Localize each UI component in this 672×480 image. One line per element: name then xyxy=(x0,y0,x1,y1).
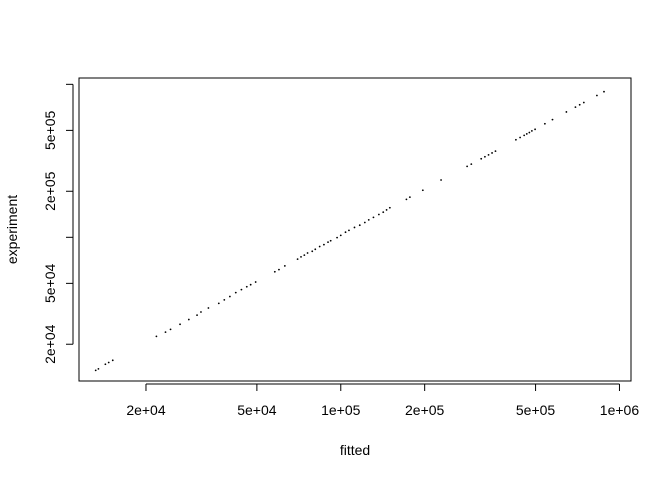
data-point xyxy=(300,255,302,258)
data-point xyxy=(240,288,243,291)
data-point xyxy=(528,131,531,134)
data-point xyxy=(385,209,388,211)
x-tick-label: 2e+04 xyxy=(126,402,166,418)
data-point xyxy=(104,363,107,366)
data-point xyxy=(200,311,202,313)
data-point xyxy=(207,307,210,309)
x-tick-label: 2e+05 xyxy=(405,402,445,418)
y-tick-label: 2e+04 xyxy=(42,324,58,364)
data-point xyxy=(534,128,536,131)
data-point xyxy=(249,283,252,286)
data-point xyxy=(551,118,554,121)
data-point xyxy=(382,211,385,214)
data-point xyxy=(596,94,598,97)
data-point xyxy=(466,165,469,168)
data-point xyxy=(228,295,231,298)
data-point xyxy=(107,361,110,364)
data-point xyxy=(523,134,526,137)
data-point xyxy=(283,265,286,267)
data-point xyxy=(421,189,424,192)
data-point xyxy=(217,302,220,305)
x-tick-label: 1e+06 xyxy=(600,402,640,418)
y-tick-label: 5e+04 xyxy=(42,263,58,303)
data-point xyxy=(578,103,581,106)
x-axis-title: fitted xyxy=(340,442,370,458)
data-point xyxy=(296,258,299,261)
data-point xyxy=(543,122,546,125)
data-point xyxy=(440,179,442,181)
data-point xyxy=(327,241,329,244)
data-points xyxy=(94,90,605,372)
x-tick-label: 5e+05 xyxy=(516,402,556,418)
data-point xyxy=(254,281,257,283)
data-point xyxy=(245,285,248,288)
data-point xyxy=(329,239,332,242)
data-point xyxy=(318,245,321,248)
data-point xyxy=(582,101,585,104)
data-point xyxy=(603,90,605,93)
data-point xyxy=(348,229,350,232)
y-tick-label: 5e+05 xyxy=(42,111,58,151)
data-point xyxy=(470,163,473,166)
plot-border xyxy=(78,77,632,382)
data-point xyxy=(484,155,486,158)
data-point xyxy=(494,150,497,153)
data-point xyxy=(111,359,114,362)
data-point xyxy=(97,367,100,370)
data-point xyxy=(344,231,347,234)
data-point xyxy=(164,331,167,334)
y-axis-title: experiment xyxy=(4,195,20,264)
data-point xyxy=(519,136,521,139)
data-point xyxy=(306,252,309,254)
data-point xyxy=(487,153,490,156)
data-point xyxy=(187,318,190,321)
data-point xyxy=(155,335,158,338)
data-point xyxy=(480,157,483,160)
data-point xyxy=(336,236,338,239)
data-point xyxy=(314,248,317,251)
data-point xyxy=(372,216,375,219)
data-point xyxy=(234,291,237,294)
data-point xyxy=(353,226,356,229)
data-point xyxy=(574,106,577,108)
data-point xyxy=(311,250,314,253)
x-axis: 2e+04 5e+04 1e+05 2e+05 5e+05 1e+06 xyxy=(126,383,640,418)
data-point xyxy=(223,298,226,301)
data-point xyxy=(363,221,366,224)
data-point xyxy=(530,130,533,132)
data-point xyxy=(358,224,361,227)
data-point xyxy=(367,218,370,221)
data-point xyxy=(273,270,276,273)
data-point xyxy=(323,243,325,246)
x-tick-label: 5e+04 xyxy=(237,402,277,418)
data-point xyxy=(377,213,380,216)
data-point xyxy=(525,133,528,135)
data-point xyxy=(565,111,568,113)
data-point xyxy=(278,268,280,271)
data-point xyxy=(169,328,172,331)
data-point xyxy=(515,138,517,141)
data-point xyxy=(339,234,342,237)
data-point xyxy=(179,323,181,326)
data-point xyxy=(408,196,411,199)
data-point xyxy=(491,152,493,154)
y-tick-label: 2e+05 xyxy=(42,171,58,211)
data-point xyxy=(405,198,408,201)
data-point xyxy=(388,206,391,209)
x-tick-label: 1e+05 xyxy=(321,402,361,418)
data-point xyxy=(303,254,306,257)
y-axis: 2e+04 5e+04 2e+05 5e+05 xyxy=(42,83,74,364)
data-point xyxy=(196,314,198,317)
data-point xyxy=(94,369,97,372)
